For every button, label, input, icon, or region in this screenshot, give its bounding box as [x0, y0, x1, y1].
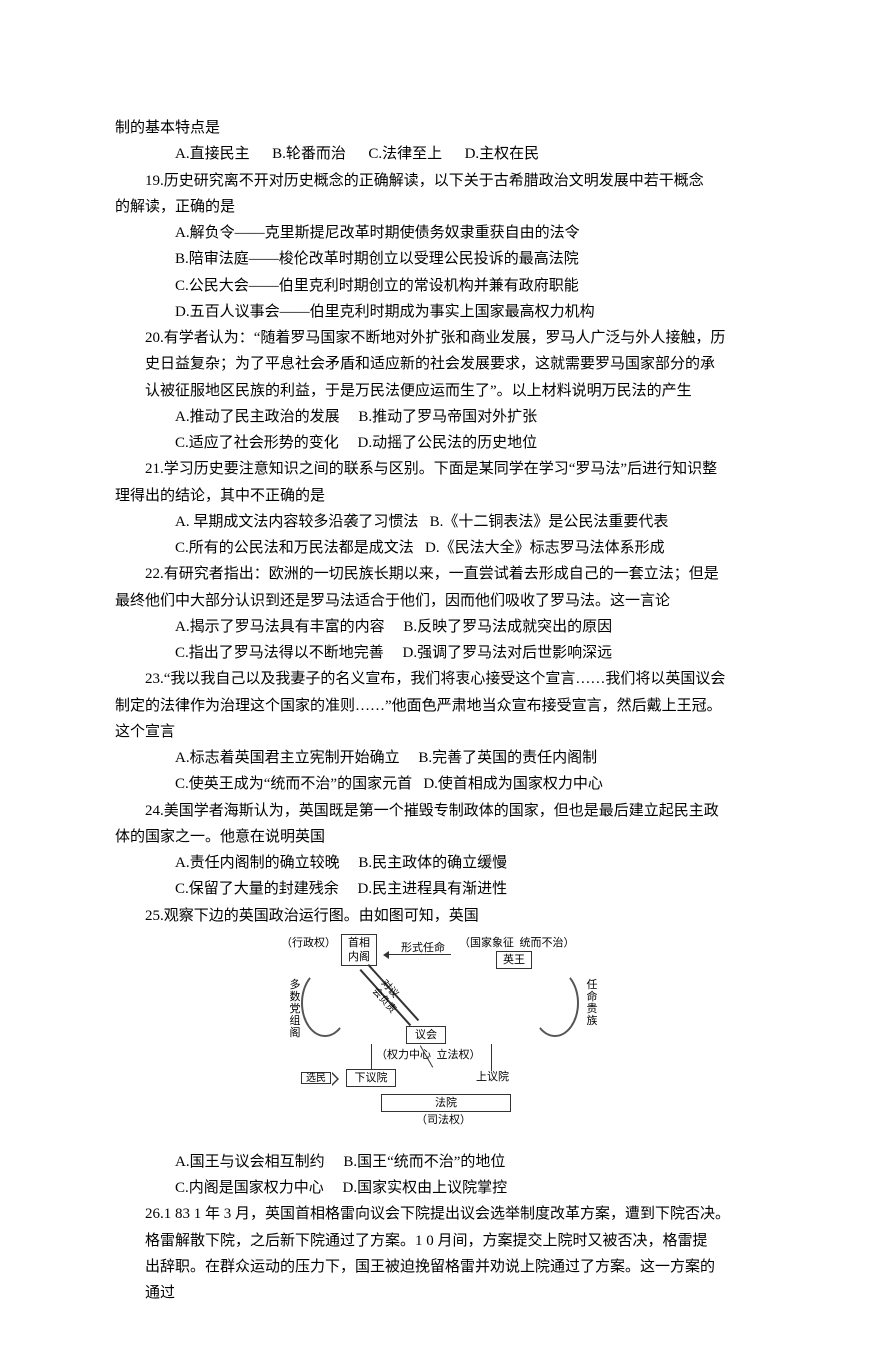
- conn-line-1: [371, 1044, 372, 1069]
- upper-house-label: 上议院: [476, 1071, 509, 1084]
- q19-optA: A.解负令——克里斯提尼改革时期使债务奴隶重获自由的法令: [115, 220, 777, 246]
- q21-line2: 理得出的结论，其中不正确的是: [115, 483, 777, 509]
- q19-line2: 的解读，正确的是: [115, 194, 777, 220]
- pentagon-point-fill: [331, 1073, 337, 1085]
- pm-line: 首相: [345, 936, 373, 950]
- q20-line3: 认被征服地区民族的利益，于是万民法便应运而生了”。以上材料说明万民法的产生: [115, 378, 777, 404]
- voters-box: 选民: [301, 1072, 331, 1084]
- cabinet-line: 内阁: [345, 950, 373, 964]
- q26-line3: 出辞职。在群众运动的压力下，国王被迫挽留格雷并劝说上院通过了方案。这一方案的: [145, 1254, 777, 1280]
- parliament-box: 议会: [406, 1026, 446, 1044]
- conn-line-3: [491, 1044, 492, 1071]
- q25-opts1: A.国王与议会相互制约 B.国王“统而不治”的地位: [115, 1149, 777, 1175]
- politics-diagram: （行政权） 首相 内阁 形式任命 （国家象征 统而不治） 英王 多数党组阁 对议…: [281, 934, 611, 1144]
- exec-power-label: （行政权）: [281, 937, 336, 950]
- lower-house-box: 下议院: [346, 1069, 396, 1087]
- q22-line2: 最终他们中大部分认识到还是罗马法适合于他们，因而他们吸收了罗马法。这一言论: [115, 588, 777, 614]
- q21-line1: 21.学习历史要注意知识之间的联系与区别。下面是某同学在学习“罗马法”后进行知识…: [115, 456, 777, 482]
- state-symbol-label: （国家象征 统而不治）: [459, 937, 575, 950]
- q22-opts1: A.揭示了罗马法具有丰富的内容 B.反映了罗马法成就突出的原因: [115, 614, 777, 640]
- q25-line1: 25.观察下边的英国政治运行图。由如图可知，英国: [115, 903, 777, 929]
- q18-opts: A.直接民主 B.轮番而治 C.法律至上 D.主权在民: [115, 141, 777, 167]
- q23-line1: 23.“我以我自己以及我妻子的名义宣布，我们将衷心接受这个宣言……我们将以英国议…: [115, 666, 777, 692]
- q21-opts2: C.所有的公民法和万民法都是成文法 D.《民法大全》标志罗马法体系形成: [115, 535, 777, 561]
- q23-line3: 这个宣言: [115, 719, 777, 745]
- appoint-noble-label: 任命贵族: [586, 979, 598, 1027]
- arrow-head-1: [383, 951, 389, 959]
- q20-line1: 20.有学者认为：“随着罗马国家不断地对外扩张和商业发展，罗马人广泛与外人接触，…: [115, 325, 777, 351]
- q18-trail: 制的基本特点是: [115, 115, 777, 141]
- q26-line2: 格雷解散下院，之后新下院通过了方案。1 0 月间，方案提交上院时又被否决，格雷提: [145, 1228, 777, 1254]
- document-content: 制的基本特点是 A.直接民主 B.轮番而治 C.法律至上 D.主权在民 19.历…: [115, 115, 777, 1306]
- q24-line2: 体的国家之一。他意在说明英国: [115, 824, 777, 850]
- q20-line2: 史日益复杂；为了平息社会矛盾和适应新的社会发展要求，这就需要罗马国家部分的承: [115, 351, 777, 377]
- q26-line1: 26.1 83 1 年 3 月，英国首相格雷向议会下院提出议会选举制度改革方案，…: [115, 1201, 777, 1227]
- q19-line1: 19.历史研究离不开对历史概念的正确解读，以下关于古希腊政治文明发展中若干概念: [115, 168, 777, 194]
- judicial-label: （司法权）: [416, 1114, 471, 1127]
- q25-opts2: C.内阁是国家权力中心 D.国家实权由上议院掌控: [115, 1175, 777, 1201]
- q20-opts1: A.推动了民主政治的发展 B.推动了罗马帝国对外扩张: [115, 404, 777, 430]
- q26-line4: 通过: [145, 1280, 777, 1306]
- q21-opts1: A. 早期成文法内容较多沿袭了习惯法 B.《十二铜表法》是公民法重要代表: [115, 509, 777, 535]
- q20-opts2: C.适应了社会形势的变化 D.动摇了公民法的历史地位: [115, 430, 777, 456]
- q23-opts2: C.使英王成为“统而不治”的国家元首 D.使首相成为国家权力中心: [115, 771, 777, 797]
- q22-opts2: C.指出了罗马法得以不断地完善 D.强调了罗马法对后世影响深远: [115, 640, 777, 666]
- resp-arrow-group: 对议会负责: [361, 969, 421, 1027]
- q24-opts1: A.责任内阁制的确立较晚 B.民主政体的确立缓慢: [115, 850, 777, 876]
- left-curve: [301, 969, 349, 1037]
- q24-line1: 24.美国学者海斯认为，英国既是第一个摧毁专制政体的国家，但也是最后建立起民主政: [115, 798, 777, 824]
- majority-label: 多数党组阁: [289, 979, 301, 1039]
- q22-line1: 22.有研究者指出：欧洲的一切民族长期以来，一直尝试着去形成自己的一套立法；但是: [115, 561, 777, 587]
- q23-line2: 制定的法律作为治理这个国家的准则……”他面色严肃地当众宣布接受宣言，然后戴上王冠…: [115, 693, 777, 719]
- q19-optD: D.五百人议事会——伯里克利时期成为事实上国家最高权力机构: [115, 299, 777, 325]
- q23-opts1: A.标志着英国君主立宪制开始确立 B.完善了英国的责任内阁制: [115, 745, 777, 771]
- pm-cabinet-box: 首相 内阁: [341, 934, 377, 967]
- q19-optB: B.陪审法庭——梭伦改革时期创立以受理公民投诉的最高法院: [115, 246, 777, 272]
- arrow-line-1: [386, 954, 451, 955]
- court-box: 法院: [381, 1094, 511, 1112]
- q19-optC: C.公民大会——伯里克利时期创立的常设机构并兼有政府职能: [115, 273, 777, 299]
- king-box: 英王: [496, 951, 532, 969]
- right-curve: [531, 969, 579, 1037]
- q24-opts2: C.保留了大量的封建残余 D.民主进程具有渐进性: [115, 876, 777, 902]
- diagram-container: （行政权） 首相 内阁 形式任命 （国家象征 统而不治） 英王 多数党组阁 对议…: [115, 934, 777, 1144]
